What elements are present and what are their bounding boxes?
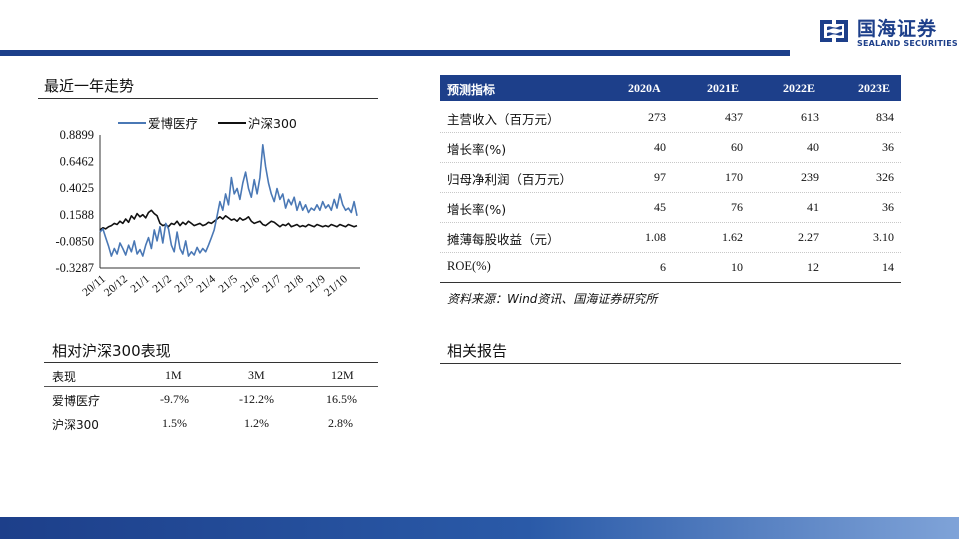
related-title-rule: [440, 363, 901, 364]
relative-header-12m: 12M: [331, 368, 354, 382]
forecast-row-roe-2022e: 12: [807, 260, 819, 274]
forecast-header-2020a: 2020A: [628, 81, 661, 95]
y-tick-label: -0.0850: [55, 234, 94, 248]
x-tick-label: 21/6: [239, 273, 263, 295]
brand-name-cn: 国海证券: [857, 18, 938, 40]
forecast-row-revenue-growth-2021e: 60: [731, 140, 743, 154]
series-line-index: [99, 209, 358, 231]
brand-name-en: SEALAND SECURITIES: [857, 39, 958, 48]
forecast-row-roe-2023e: 14: [882, 260, 894, 274]
forecast-row-revenue-growth-2022e: 40: [807, 140, 819, 154]
relative-row-index-3m: 1.2%: [244, 416, 269, 430]
forecast-header-2021e: 2021E: [707, 81, 740, 95]
forecast-row-revenue-growth-2020a: 40: [654, 140, 666, 154]
forecast-row-revenue-2020a: 273: [648, 110, 666, 124]
trend-chart: 爱博医疗 沪深300 0.8899 0.6462 0.4025 0.1588 -0.08…: [55, 116, 360, 299]
sealand-logo-icon: [818, 16, 850, 46]
forecast-row-profit-growth-2022e: 41: [807, 200, 819, 214]
footer-bar: [0, 517, 959, 539]
relative-title: 相对沪深300表现: [52, 342, 171, 360]
forecast-row-net-profit-2022e: 239: [801, 170, 819, 184]
forecast-row-profit-growth-2023e: 36: [882, 200, 894, 214]
trend-title-rule: [38, 98, 378, 99]
x-tick-label: 21/1: [129, 273, 153, 295]
relative-row-stock-1m: -9.7%: [160, 392, 189, 406]
relative-header-1m: 1M: [165, 368, 182, 382]
forecast-bottom-rule: [440, 282, 901, 283]
forecast-row-eps-2022e: 2.27: [798, 230, 819, 244]
legend-label-stock: 爱博医疗: [148, 116, 198, 131]
relative-row-stock-3m: -12.2%: [239, 392, 274, 406]
x-tick-label: 20/12: [102, 273, 130, 299]
forecast-row-net-profit-2023e: 326: [876, 170, 894, 184]
x-tick-label: 21/8: [283, 273, 307, 295]
forecast-row-roe-2021e: 10: [731, 260, 743, 274]
forecast-row-rule: [440, 222, 901, 223]
header-bar: [0, 50, 790, 56]
relative-row-index-1m: 1.5%: [162, 416, 187, 430]
forecast-row-rule: [440, 162, 901, 163]
legend-label-index: 沪深300: [248, 116, 297, 131]
forecast-header-2022e: 2022E: [783, 81, 816, 95]
relative-row-stock-label: 爱博医疗: [52, 394, 101, 408]
relative-row-index-12m: 2.8%: [328, 416, 353, 430]
relative-header-0: 表现: [52, 370, 77, 384]
forecast-row-eps-2023e: 3.10: [873, 230, 894, 244]
forecast-source: 资料来源：Wind资讯、国海证券研究所: [447, 292, 658, 306]
related-title: 相关报告: [447, 342, 508, 360]
forecast-row-eps-2020a: 1.08: [645, 230, 666, 244]
y-tick-label: 0.6462: [60, 155, 94, 169]
forecast-row-net-profit-label: 归母净利润（百万元）: [447, 172, 573, 187]
forecast-row-revenue-2021e: 437: [725, 110, 743, 124]
forecast-row-eps-label: 摊薄每股收益（元）: [447, 232, 560, 247]
forecast-row-revenue-2023e: 834: [876, 110, 894, 124]
x-tick-label: 21/2: [151, 273, 175, 295]
forecast-row-net-profit-2020a: 97: [654, 170, 666, 184]
y-tick-label: 0.1588: [60, 208, 94, 222]
forecast-row-revenue-growth-label: 增长率(%): [447, 142, 507, 157]
x-tick-label: 21/5: [217, 273, 241, 295]
relative-row-index-label: 沪深300: [52, 418, 99, 432]
forecast-row-revenue-2022e: 613: [801, 110, 819, 124]
x-tick-label: 21/3: [173, 273, 197, 295]
forecast-row-profit-growth-2021e: 76: [731, 200, 743, 214]
forecast-row-profit-growth-2020a: 45: [654, 200, 666, 214]
y-tick-label: 0.8899: [60, 128, 94, 142]
x-tick-label: 21/7: [261, 273, 285, 295]
forecast-row-revenue-growth-2023e: 36: [882, 140, 894, 154]
forecast-row-eps-2021e: 1.62: [722, 230, 743, 244]
forecast-row-profit-growth-label: 增长率(%): [447, 202, 507, 217]
forecast-header-2023e: 2023E: [858, 81, 891, 95]
y-tick-label: -0.3287: [55, 261, 94, 275]
y-tick-label: 0.4025: [60, 181, 94, 195]
forecast-header-row: [440, 75, 901, 101]
forecast-row-roe-2020a: 6: [660, 260, 666, 274]
forecast-row-roe-label: ROE(%): [447, 259, 491, 273]
forecast-row-rule: [440, 252, 901, 253]
forecast-header-metric: 预测指标: [447, 83, 496, 97]
forecast-row-revenue-label: 主营收入（百万元）: [447, 112, 560, 127]
relative-row-stock-12m: 16.5%: [326, 392, 357, 406]
chart-legend: 爱博医疗 沪深300: [118, 116, 297, 131]
x-tick-label: 21/4: [195, 273, 219, 295]
series-line-stock: [99, 143, 358, 257]
x-tick-label: 20/11: [80, 273, 108, 299]
relative-header-rule: [44, 386, 378, 387]
forecast-row-rule: [440, 192, 901, 193]
trend-title: 最近一年走势: [44, 77, 135, 95]
relative-header-3m: 3M: [248, 368, 265, 382]
relative-title-rule: [44, 362, 378, 363]
forecast-row-net-profit-2021e: 170: [725, 170, 743, 184]
forecast-row-rule: [440, 132, 901, 133]
x-tick-label: 21/10: [322, 273, 350, 299]
